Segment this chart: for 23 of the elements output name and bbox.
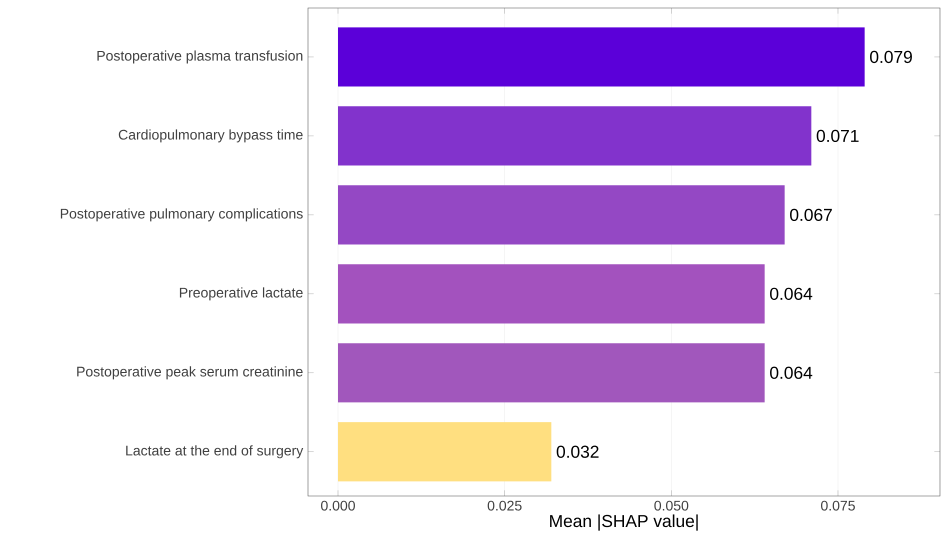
y-tick-label: Lactate at the end of surgery [126,445,304,458]
x-tick-label: 0.000 [321,500,355,511]
y-tick-label: Cardiopulmonary bypass time [118,129,303,142]
y-tick-label: Postoperative plasma transfusion [97,50,302,64]
data-label: 0.079 [870,50,912,64]
bar [338,264,765,324]
y-tick-label: Postoperative peak serum creatinine [77,366,303,380]
data-label: 0.032 [556,446,599,458]
bar [338,27,865,87]
bar [338,422,552,482]
data-label: 0.071 [816,130,859,142]
data-label: 0.067 [790,208,832,222]
data-label: 0.064 [770,366,812,379]
x-axis-title: Mean |SHAP value| [550,514,698,531]
x-tick-label: 0.075 [821,500,855,511]
y-tick-label: Preoperative lactate [180,287,303,300]
data-label: 0.064 [770,288,812,300]
bar [338,343,765,402]
x-tick-label: 0.050 [654,500,688,511]
y-tick-label: Postoperative pulmonary complications [60,208,303,222]
x-tick-label: 0.025 [488,500,522,511]
bar [338,106,812,166]
bar [338,185,785,244]
